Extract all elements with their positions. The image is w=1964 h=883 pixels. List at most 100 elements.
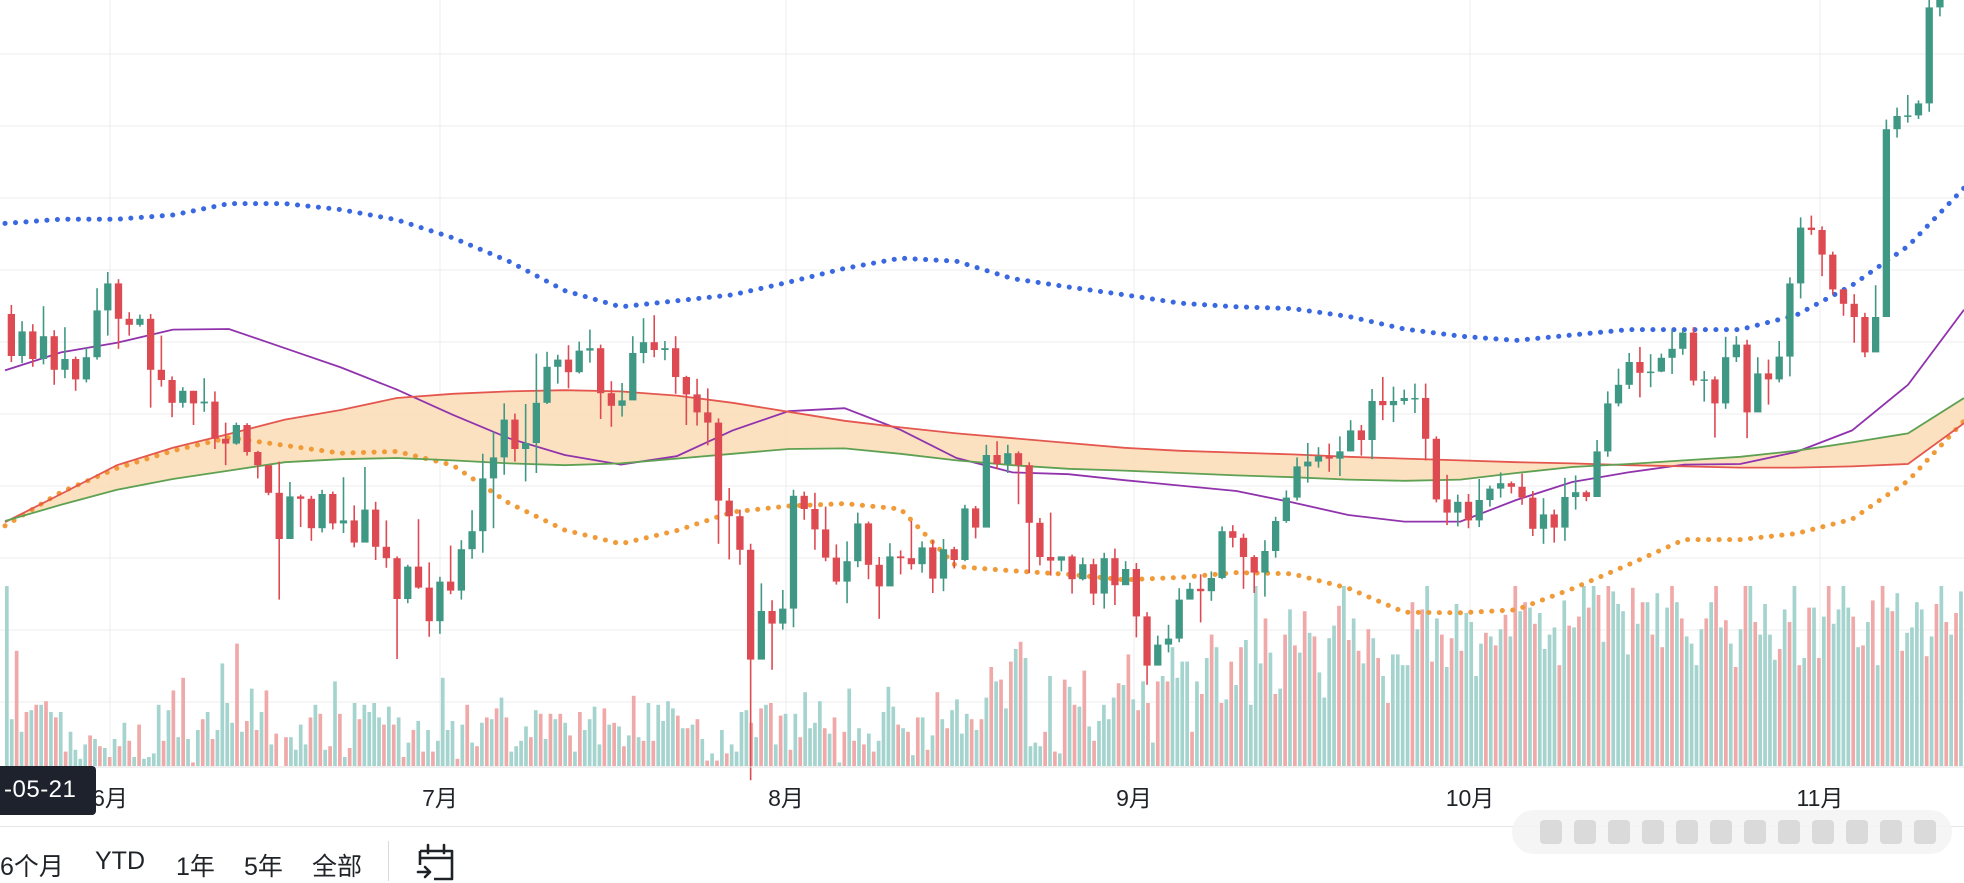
candle bbox=[1689, 327, 1698, 386]
volume-bar bbox=[460, 724, 465, 766]
candle bbox=[1872, 285, 1880, 353]
volume-bar bbox=[1488, 636, 1493, 766]
candle bbox=[1764, 359, 1773, 405]
range-button-ytd[interactable]: YTD bbox=[95, 847, 145, 875]
volume-bar bbox=[1381, 676, 1385, 766]
candle-body bbox=[489, 457, 498, 479]
volume-bar bbox=[710, 753, 714, 766]
volume-bar bbox=[53, 717, 58, 766]
candle-body bbox=[1539, 514, 1548, 529]
range-button-6-months[interactable]: 6个月 bbox=[0, 853, 64, 881]
candle-body bbox=[822, 529, 830, 558]
volume-bar bbox=[700, 739, 705, 766]
candle-body bbox=[886, 556, 894, 587]
candle-body bbox=[1818, 230, 1826, 255]
candle-body bbox=[1743, 344, 1751, 413]
volume-bar bbox=[950, 710, 954, 766]
candle-body bbox=[39, 336, 48, 359]
volume-bar bbox=[1851, 616, 1856, 766]
candle bbox=[800, 491, 808, 520]
candle-body bbox=[232, 425, 240, 444]
candle bbox=[1914, 100, 1923, 119]
volume-bar bbox=[1934, 604, 1939, 766]
candle bbox=[29, 324, 37, 367]
volume-bar bbox=[1552, 627, 1557, 766]
candle-body bbox=[714, 422, 723, 501]
volume-bar bbox=[871, 751, 876, 766]
volume-bar bbox=[533, 710, 538, 766]
volume-bar bbox=[225, 703, 230, 766]
volume-bar bbox=[362, 704, 367, 766]
candle bbox=[297, 494, 305, 527]
volume-bar bbox=[1395, 654, 1400, 766]
volume-bar bbox=[181, 677, 186, 766]
volume-bar bbox=[675, 715, 680, 766]
candle-body bbox=[1647, 371, 1655, 374]
calendar-arrow-icon[interactable] bbox=[414, 841, 458, 883]
volume-bar bbox=[382, 724, 386, 766]
candle-body bbox=[1143, 616, 1151, 666]
candle bbox=[768, 600, 776, 670]
volume-bar bbox=[1581, 586, 1586, 766]
volume-bar bbox=[396, 717, 401, 766]
x-axis-tick-label: 10月 bbox=[1446, 785, 1495, 811]
volume-bar bbox=[470, 742, 474, 766]
volume-bar bbox=[617, 726, 621, 766]
candle bbox=[1164, 624, 1173, 653]
volume-bar bbox=[44, 701, 48, 766]
range-button-5-years[interactable]: 5年 bbox=[244, 853, 283, 881]
volume-bar bbox=[1812, 607, 1816, 766]
volume-bar bbox=[1831, 623, 1836, 766]
watermark-glyph bbox=[1540, 820, 1562, 844]
volume-bar bbox=[945, 728, 950, 766]
candle-body bbox=[1582, 492, 1590, 497]
candle bbox=[597, 344, 605, 419]
volume-bar bbox=[293, 749, 298, 766]
volume-bar bbox=[1802, 658, 1807, 766]
candlestick-chart[interactable]: 6月 7月 8月 9月 10月 11月 bbox=[0, 0, 1964, 826]
volume-bar bbox=[14, 650, 19, 766]
candle bbox=[168, 376, 176, 418]
range-button-all[interactable]: 全部 bbox=[312, 853, 363, 881]
candle-body bbox=[1079, 564, 1087, 580]
volume-bar bbox=[1503, 614, 1508, 766]
candle-body bbox=[800, 495, 808, 509]
candle-body bbox=[597, 348, 605, 394]
candle bbox=[1122, 561, 1130, 586]
volume-bar bbox=[1273, 694, 1278, 766]
candle bbox=[1250, 555, 1258, 593]
volume-bar bbox=[1508, 636, 1513, 766]
volume-bar bbox=[1312, 636, 1317, 766]
x-axis-tick-label: 9月 bbox=[1116, 785, 1152, 811]
volume-bar bbox=[803, 692, 807, 766]
volume-bar bbox=[1484, 632, 1488, 766]
volume-bar bbox=[1248, 704, 1253, 766]
volume-bar bbox=[1684, 636, 1689, 766]
candle-body bbox=[1475, 500, 1483, 521]
watermark-logo bbox=[1512, 810, 1952, 854]
volume-bar bbox=[1719, 627, 1723, 766]
volume-bar bbox=[984, 697, 989, 766]
volume-bar bbox=[1826, 586, 1831, 766]
range-button-1-year[interactable]: 1年 bbox=[176, 853, 215, 881]
candle bbox=[307, 495, 315, 541]
candle bbox=[736, 509, 744, 565]
volume-bar bbox=[1792, 586, 1797, 766]
candle bbox=[489, 431, 498, 529]
volume-bar bbox=[142, 758, 146, 766]
candle bbox=[1025, 462, 1033, 574]
volume-bar bbox=[1645, 602, 1650, 766]
candle-body bbox=[372, 509, 380, 547]
volume-bar bbox=[357, 719, 362, 766]
candle bbox=[789, 489, 798, 628]
volume-bar bbox=[622, 746, 626, 766]
volume-bar bbox=[1910, 627, 1914, 766]
volume-bar bbox=[1165, 681, 1170, 766]
volume-bar bbox=[1704, 618, 1709, 766]
volume-bar bbox=[1885, 607, 1890, 766]
candle bbox=[500, 403, 508, 475]
candle bbox=[114, 279, 123, 349]
volume-bar bbox=[1738, 629, 1743, 766]
volume-bar bbox=[347, 748, 352, 766]
volume-bar bbox=[514, 746, 519, 766]
